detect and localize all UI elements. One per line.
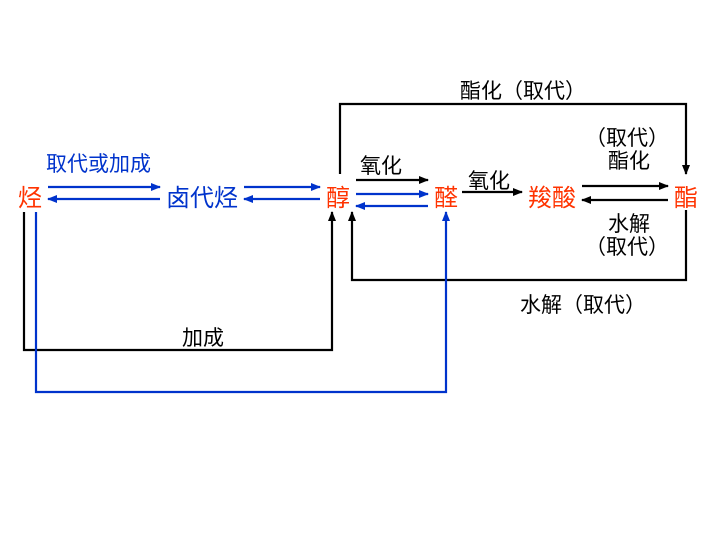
node-halohydrocarbon: 卤代烃 [166, 178, 238, 213]
label-oxidation-2: 氧化 [468, 165, 510, 195]
label-hydrolysis-sub: 水解（取代） [520, 289, 646, 319]
label-esterify-sub-top: 酯化（取代） [460, 75, 586, 105]
label-sub-paren-2: （取代） [585, 231, 669, 261]
node-alcohol: 醇 [326, 178, 350, 213]
diagram-arrows [0, 0, 720, 540]
node-carboxylic-acid: 羧酸 [528, 178, 576, 213]
label-oxidation-1: 氧化 [360, 150, 402, 180]
label-sub-or-add: 取代或加成 [46, 148, 151, 178]
label-addition: 加成 [182, 322, 224, 352]
node-ester: 酯 [674, 178, 698, 213]
node-aldehyde: 醛 [434, 178, 458, 213]
node-hydrocarbon: 烃 [18, 178, 42, 213]
label-esterify: 酯化 [608, 145, 650, 175]
